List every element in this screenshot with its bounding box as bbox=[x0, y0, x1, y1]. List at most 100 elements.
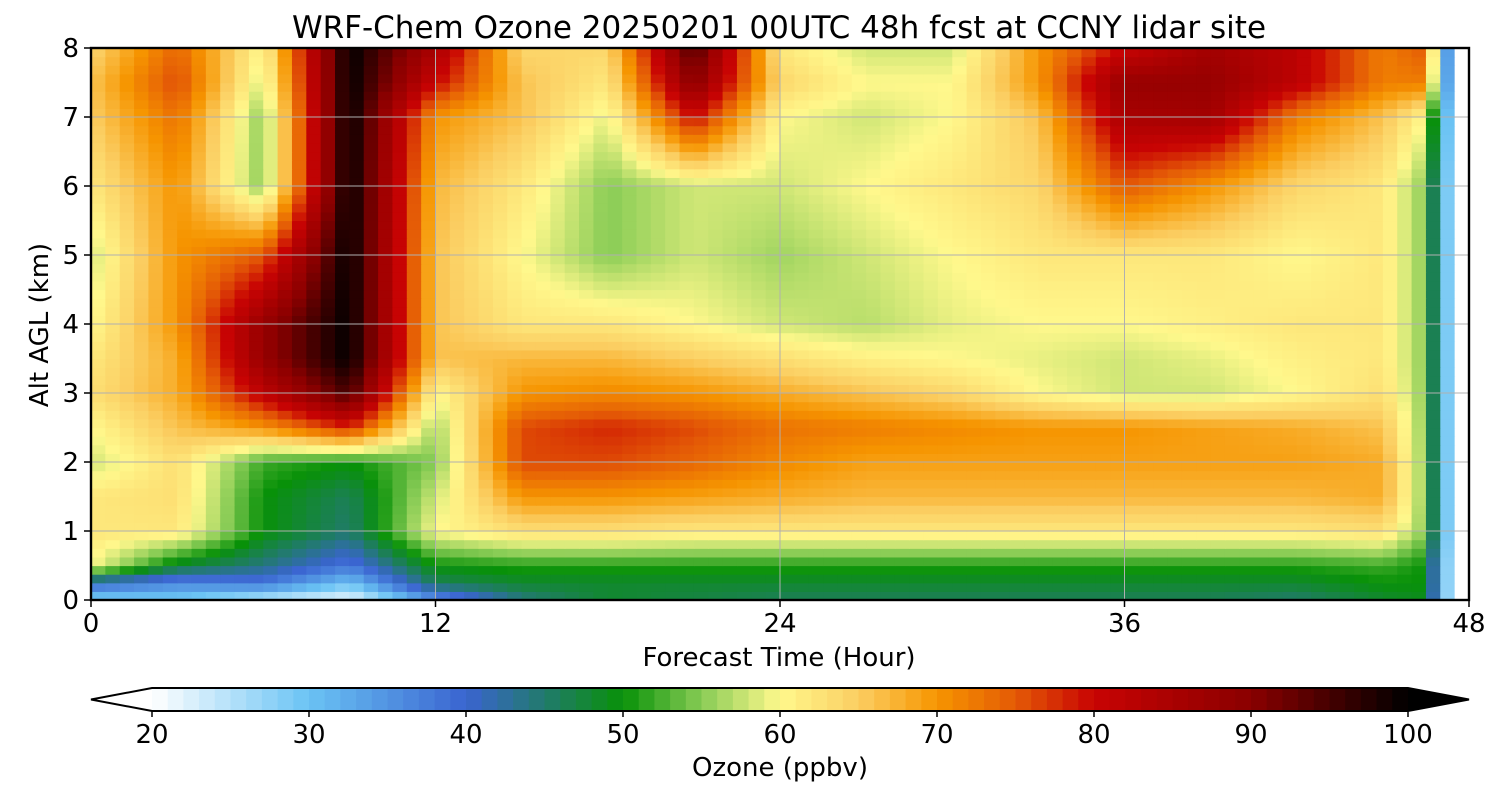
heatmap-cell bbox=[980, 531, 996, 541]
heatmap-cell bbox=[91, 211, 106, 222]
heatmap-cell bbox=[837, 203, 853, 213]
heatmap-cell bbox=[1224, 531, 1240, 541]
heatmap-cell bbox=[1153, 436, 1169, 446]
heatmap-cell bbox=[220, 505, 236, 515]
heatmap-cell bbox=[1167, 203, 1183, 213]
heatmap-cell bbox=[952, 306, 968, 316]
heatmap-cell bbox=[191, 427, 207, 437]
heatmap-cell bbox=[220, 332, 236, 342]
heatmap-cell bbox=[220, 358, 236, 368]
heatmap-cell bbox=[650, 462, 666, 472]
heatmap-cell bbox=[894, 349, 910, 360]
heatmap-cell bbox=[1440, 168, 1456, 178]
heatmap-cell bbox=[349, 496, 365, 506]
heatmap-cell bbox=[1067, 315, 1083, 325]
heatmap-cell bbox=[937, 393, 953, 403]
heatmap-cell bbox=[579, 393, 594, 403]
heatmap-cell bbox=[880, 479, 896, 489]
heatmap-cell bbox=[1038, 522, 1054, 532]
heatmap-cell bbox=[1440, 591, 1456, 601]
heatmap-cell bbox=[1397, 237, 1413, 247]
heatmap-cell bbox=[808, 436, 824, 446]
heatmap-cell bbox=[363, 367, 379, 377]
heatmap-cell bbox=[952, 375, 968, 385]
heatmap-cell bbox=[507, 324, 523, 334]
heatmap-cell bbox=[808, 470, 824, 480]
heatmap-cell bbox=[205, 427, 221, 437]
heatmap-cell bbox=[478, 582, 494, 592]
heatmap-cell bbox=[248, 289, 264, 299]
heatmap-cell bbox=[191, 237, 207, 247]
heatmap-cell bbox=[205, 186, 221, 196]
heatmap-cell bbox=[1354, 324, 1370, 334]
heatmap-cell bbox=[1038, 470, 1054, 480]
heatmap-cell bbox=[894, 255, 910, 265]
heatmap-cell bbox=[134, 522, 150, 532]
heatmap-cell bbox=[823, 470, 839, 480]
heatmap-cell bbox=[1052, 246, 1068, 256]
heatmap-cell bbox=[1454, 203, 1470, 213]
heatmap-cell bbox=[794, 591, 810, 601]
heatmap-cell bbox=[937, 306, 953, 316]
heatmap-cell bbox=[119, 186, 135, 196]
heatmap-cell bbox=[1009, 513, 1025, 523]
heatmap-cell bbox=[1440, 315, 1456, 325]
heatmap-cell bbox=[134, 479, 150, 489]
heatmap-cell bbox=[392, 315, 408, 325]
heatmap-cell bbox=[923, 487, 939, 498]
heatmap-cell bbox=[1081, 160, 1097, 170]
heatmap-cell bbox=[794, 211, 810, 222]
heatmap-cell bbox=[119, 211, 135, 222]
heatmap-cell bbox=[1095, 384, 1111, 394]
heatmap-cell bbox=[449, 582, 465, 592]
heatmap-cell bbox=[966, 591, 982, 601]
heatmap-cell bbox=[119, 548, 135, 558]
heatmap-cell bbox=[435, 444, 451, 454]
heatmap-cell bbox=[607, 237, 623, 247]
heatmap-cell bbox=[736, 479, 752, 489]
heatmap-cell bbox=[162, 332, 178, 342]
heatmap-cell bbox=[378, 591, 394, 601]
heatmap-cell bbox=[134, 306, 150, 316]
heatmap-cell bbox=[335, 168, 350, 178]
heatmap-cell bbox=[177, 237, 193, 247]
heatmap-cell bbox=[162, 324, 178, 334]
heatmap-cell bbox=[449, 548, 465, 558]
heatmap-cell bbox=[277, 272, 293, 282]
heatmap-cell bbox=[593, 177, 609, 187]
heatmap-cell bbox=[1311, 453, 1327, 463]
heatmap-cell bbox=[607, 548, 623, 558]
heatmap-cell bbox=[320, 272, 336, 282]
heatmap-cell bbox=[363, 418, 379, 429]
heatmap-cell bbox=[1454, 220, 1470, 230]
heatmap-cell bbox=[937, 453, 953, 463]
heatmap-cell bbox=[148, 556, 164, 567]
heatmap-cell bbox=[220, 565, 236, 575]
heatmap-cell bbox=[980, 367, 996, 377]
heatmap-cell bbox=[693, 384, 709, 394]
heatmap-cell bbox=[1425, 427, 1441, 437]
heatmap-cell bbox=[406, 177, 422, 187]
heatmap-cell bbox=[837, 574, 853, 584]
heatmap-cell bbox=[550, 401, 566, 411]
heatmap-cell bbox=[535, 298, 551, 308]
heatmap-cell bbox=[392, 263, 408, 273]
heatmap-cell bbox=[1282, 168, 1298, 178]
heatmap-cell bbox=[808, 315, 824, 325]
heatmap-cell bbox=[722, 393, 738, 403]
heatmap-cell bbox=[923, 556, 939, 567]
heatmap-cell bbox=[1110, 453, 1126, 463]
heatmap-cell bbox=[1253, 548, 1269, 558]
heatmap-cell bbox=[449, 211, 465, 222]
heatmap-cell bbox=[421, 462, 437, 472]
heatmap-cell bbox=[134, 393, 150, 403]
heatmap-cell bbox=[937, 375, 953, 385]
heatmap-cell bbox=[894, 479, 910, 489]
heatmap-cell bbox=[550, 272, 566, 282]
heatmap-cell bbox=[105, 142, 121, 153]
heatmap-cell bbox=[148, 246, 164, 256]
heatmap-cell bbox=[1411, 186, 1427, 196]
heatmap-cell bbox=[593, 574, 609, 584]
heatmap-cell bbox=[191, 582, 207, 592]
heatmap-cell bbox=[1167, 539, 1183, 549]
